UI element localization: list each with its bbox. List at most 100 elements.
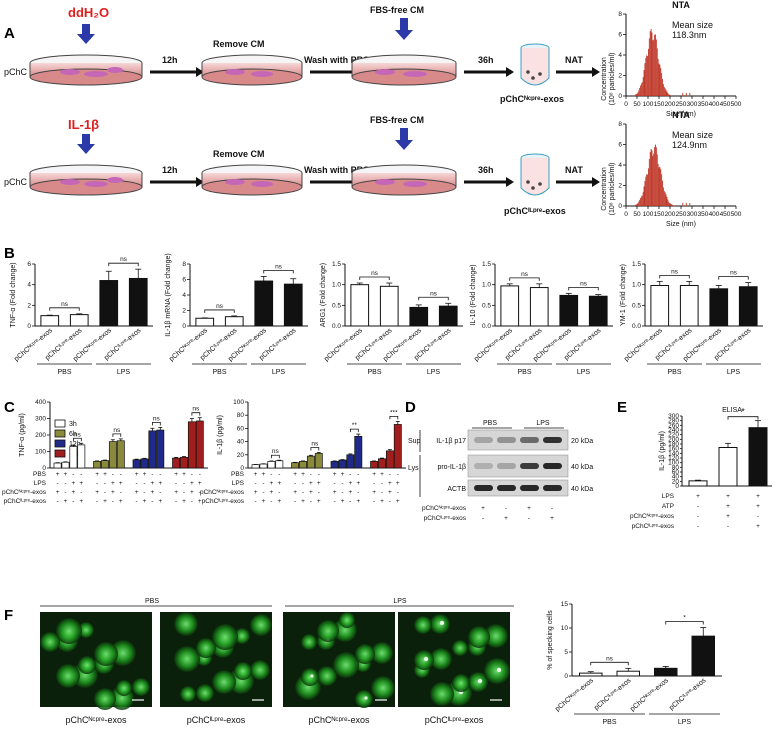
y-tick-label: 80 xyxy=(672,464,680,471)
bar xyxy=(291,462,300,469)
x-tick-label: pChCᴺᶜᵖʳᵉ-exos xyxy=(554,677,595,713)
arrow-label-36h: 36h xyxy=(478,55,494,65)
histogram-bar xyxy=(641,82,643,96)
significance-label: ns xyxy=(371,270,379,277)
condition-sign: + xyxy=(317,498,321,505)
y-tick-label: 400 xyxy=(35,399,46,406)
dish-icon xyxy=(201,54,303,86)
band-label: pro-IL-1β xyxy=(437,464,466,471)
condition-sign: + xyxy=(301,471,305,478)
significance-bracket xyxy=(191,412,201,416)
label-line: IL-1β (pg/ml) xyxy=(659,431,666,471)
bar xyxy=(748,427,768,487)
condition-label: LPS xyxy=(34,480,47,487)
condition-sign: + xyxy=(71,489,75,496)
condition-sign: + xyxy=(143,471,147,478)
histogram-bar xyxy=(671,204,673,206)
significance-bracket xyxy=(151,421,161,426)
condition-label: pChCᴺᶜᵖʳᵉ-exos xyxy=(200,489,245,496)
dish-icon xyxy=(29,54,143,86)
legend-swatch xyxy=(54,449,66,458)
group-label: LPS xyxy=(577,369,591,376)
significance-label: * xyxy=(683,615,686,622)
histogram-bar xyxy=(651,150,653,206)
y-tick-label: 8 xyxy=(182,261,186,268)
histogram-bar xyxy=(645,176,647,206)
histogram-bar xyxy=(640,196,642,206)
condition-sign: + xyxy=(527,505,531,512)
panel-letter-c: C xyxy=(4,399,15,416)
condition-sign: + xyxy=(262,471,266,478)
blot-band xyxy=(497,463,516,469)
condition-sign: + xyxy=(119,498,123,505)
condition-sign: + xyxy=(756,503,760,510)
y-tick-label: 220 xyxy=(668,432,679,439)
condition-sign: + xyxy=(726,503,730,510)
histogram-bar xyxy=(659,166,661,206)
condition-sign: + xyxy=(95,471,99,478)
condition-sign: - xyxy=(80,471,82,478)
condition-sign: + xyxy=(198,480,202,487)
condition-sign: + xyxy=(262,498,266,505)
bar xyxy=(654,667,678,677)
significance-label: ns xyxy=(120,256,128,263)
bar xyxy=(251,464,260,469)
histogram-bar xyxy=(652,155,654,206)
histogram-bar xyxy=(659,64,661,96)
group-label: PBS xyxy=(602,719,616,726)
condition-sign: - xyxy=(120,471,122,478)
condition-sign: + xyxy=(317,480,321,487)
condition-sign: + xyxy=(293,471,297,478)
condition-sign: - xyxy=(381,489,383,496)
group-label: PBS xyxy=(483,420,497,427)
image-caption: pChCᴺᶜᵖʳᵉ-exos xyxy=(309,715,370,725)
condition-sign: - xyxy=(278,471,280,478)
condition-sign: - xyxy=(57,480,59,487)
arrow-label-wash: Wash with PBS xyxy=(304,165,369,175)
condition-sign: + xyxy=(269,489,273,496)
significance-bracket xyxy=(727,416,759,420)
y-tick-label: 10 xyxy=(561,625,569,632)
condition-sign: + xyxy=(333,471,337,478)
condition-sign: + xyxy=(293,489,297,496)
condition-sign: - xyxy=(104,480,106,487)
nta-title: NTA xyxy=(672,110,690,120)
condition-sign: + xyxy=(182,498,186,505)
down-arrow-icon xyxy=(395,128,413,150)
legend-swatch xyxy=(54,439,66,448)
histogram-bar xyxy=(672,205,674,206)
panel-a: A ddH₂O pChC 12h Remove CM xyxy=(4,0,742,228)
start-label: pChC xyxy=(4,177,28,187)
panel-letter-b: B xyxy=(4,245,15,262)
condition-sign: + xyxy=(301,498,305,505)
condition-sign: + xyxy=(481,505,485,512)
histogram-bar xyxy=(666,196,668,206)
y-tick-label: 0.0 xyxy=(482,323,491,330)
bar xyxy=(409,306,429,327)
arrow-label-12h: 12h xyxy=(162,165,178,175)
significance-bracket xyxy=(359,276,390,281)
bar xyxy=(180,456,188,469)
y-tick-label: 260 xyxy=(668,422,679,429)
label-line: IL-1β (pg/ml) xyxy=(217,415,224,455)
condition-sign: - xyxy=(199,489,201,496)
significance-bracket xyxy=(389,415,399,420)
significance-label: * xyxy=(741,407,745,417)
y-tick-label: 100 xyxy=(35,449,46,456)
label-line: TNF-α (pg/ml) xyxy=(19,413,26,457)
dish-icon xyxy=(201,164,303,196)
condition-sign: - xyxy=(334,498,336,505)
group-label: PBS xyxy=(212,369,226,376)
cell xyxy=(317,620,339,642)
group-label: PBS xyxy=(145,598,159,605)
condition-label: LPS xyxy=(662,493,675,500)
condition-label: pChCᴵᴸᵖʳᵉ-exos xyxy=(424,515,467,522)
histogram-bar xyxy=(664,88,666,96)
histogram-bar xyxy=(660,169,662,206)
histogram-bar xyxy=(653,153,655,206)
condition-sign: - xyxy=(397,471,399,478)
histogram-bar xyxy=(685,92,687,96)
histogram-bar xyxy=(649,31,651,96)
histogram-bar xyxy=(664,192,666,206)
